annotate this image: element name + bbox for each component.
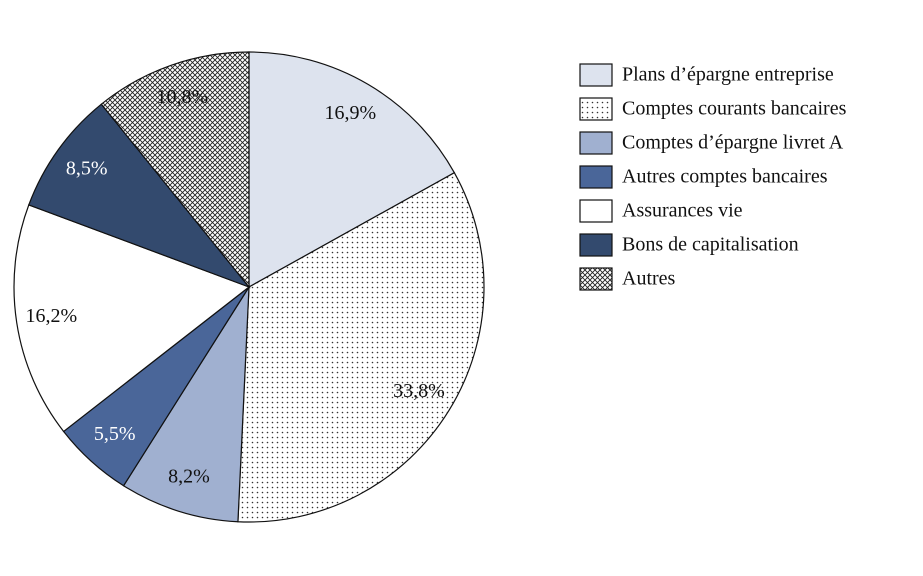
legend-swatch bbox=[579, 63, 613, 87]
pie-slice bbox=[122, 284, 250, 523]
legend-swatch bbox=[579, 165, 613, 189]
legend-swatch bbox=[579, 97, 613, 121]
legend-label: Autres bbox=[622, 268, 676, 290]
pie-slice bbox=[100, 51, 250, 289]
legend-swatch bbox=[579, 233, 613, 257]
data-label: 8,2% bbox=[168, 465, 210, 487]
legend-label: Plans d’épargne entreprise bbox=[622, 64, 834, 86]
legend-label: Assurances vie bbox=[622, 200, 743, 222]
data-label: 8,5% bbox=[66, 158, 108, 180]
pie-slice bbox=[248, 51, 456, 289]
pie-slice bbox=[237, 171, 485, 523]
data-label: 5,5% bbox=[94, 423, 136, 445]
legend-label: Autres comptes bancaires bbox=[622, 166, 828, 188]
legend-swatch bbox=[579, 199, 613, 223]
data-label: 10,8% bbox=[157, 86, 209, 108]
legend-label: Comptes d’épargne livret A bbox=[622, 132, 844, 154]
data-label: 16,9% bbox=[325, 102, 377, 124]
legend-label: Comptes courants bancaires bbox=[622, 98, 847, 120]
pie-slice bbox=[28, 103, 251, 289]
legend-swatch bbox=[579, 267, 613, 291]
data-label: 16,2% bbox=[25, 305, 77, 327]
legend-label: Bons de capitalisation bbox=[622, 234, 799, 256]
data-label: 33,8% bbox=[393, 380, 445, 402]
legend-swatch bbox=[579, 131, 613, 155]
pie-slice bbox=[13, 204, 251, 433]
